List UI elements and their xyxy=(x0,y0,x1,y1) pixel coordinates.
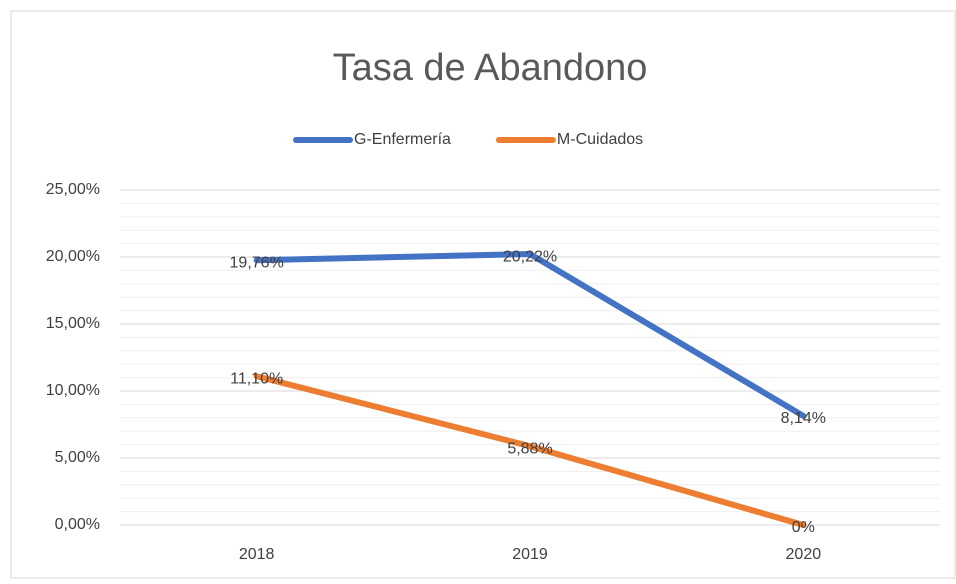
data-label: 8,14% xyxy=(781,410,826,427)
x-tick-label: 2020 xyxy=(786,546,822,563)
y-tick-label: 0,00% xyxy=(55,516,100,533)
series-line xyxy=(253,373,807,528)
chart-border xyxy=(10,10,956,579)
x-tick-label: 2019 xyxy=(512,546,548,563)
y-tick-label: 5,00% xyxy=(55,449,100,466)
y-tick-label: 10,00% xyxy=(46,382,100,399)
data-label: 0% xyxy=(792,519,815,536)
legend-label: G-Enfermería xyxy=(354,131,451,148)
chart-title: Tasa de Abandono xyxy=(333,47,648,89)
x-tick-label: 2018 xyxy=(239,546,275,563)
y-tick-label: 25,00% xyxy=(46,181,100,198)
data-label: 20,22% xyxy=(503,248,557,265)
series-line xyxy=(253,251,807,419)
y-tick-label: 20,00% xyxy=(46,248,100,265)
legend-label: M-Cuidados xyxy=(557,131,643,148)
data-label: 5,88% xyxy=(507,440,552,457)
data-label: 11,10% xyxy=(230,370,283,387)
data-label: 19,76% xyxy=(230,254,284,271)
y-tick-label: 15,00% xyxy=(46,315,100,332)
